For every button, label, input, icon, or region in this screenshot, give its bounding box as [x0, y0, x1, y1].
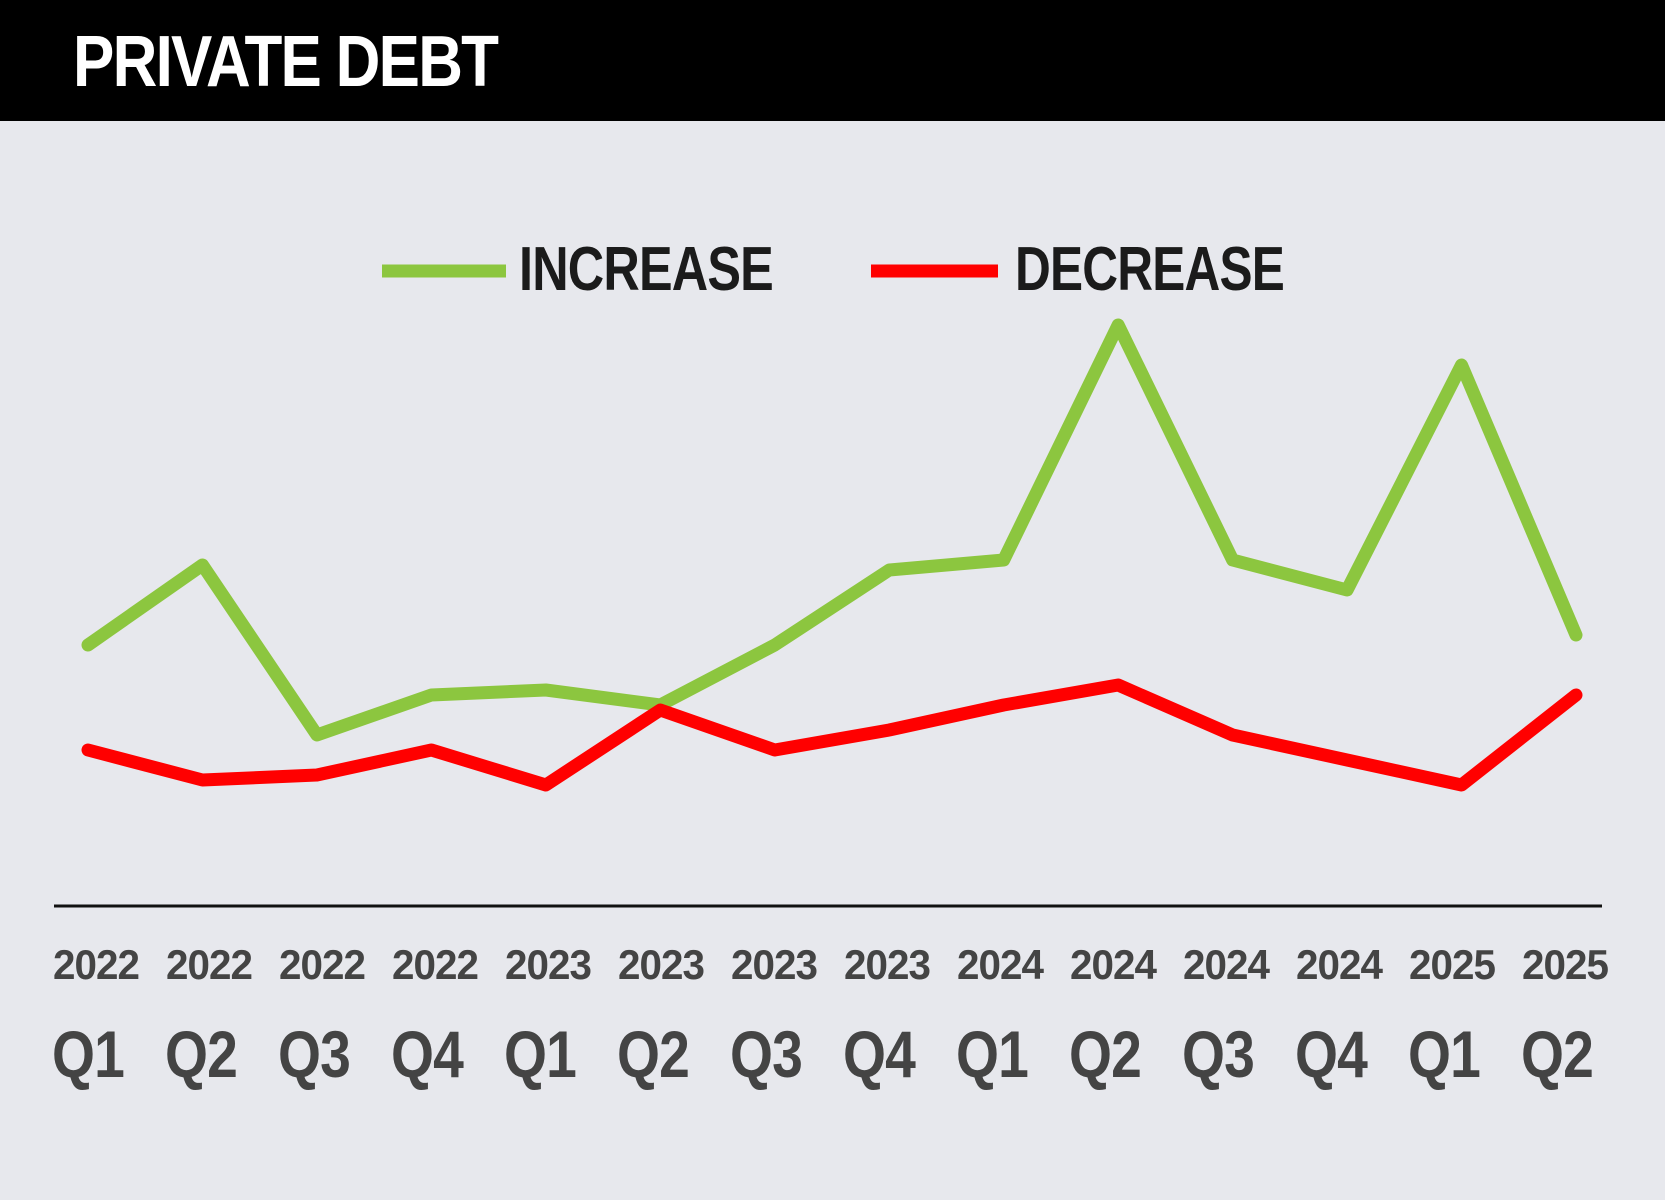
data-point-increase: [1117, 324, 1119, 326]
data-point-decrease: [545, 784, 547, 786]
x-tick-quarter: Q3: [278, 1017, 350, 1091]
data-point-increase: [316, 734, 318, 736]
data-point-increase: [87, 644, 89, 646]
data-point-decrease: [888, 729, 890, 731]
x-tick-year: 2023: [505, 941, 591, 988]
series-line-decrease: [81, 678, 1583, 792]
x-tick-quarter: Q1: [52, 1017, 124, 1091]
chart-legend: INCREASE DECREASE: [382, 235, 1285, 304]
x-tick-year: 2022: [53, 941, 139, 988]
x-tick-quarter: Q2: [1521, 1017, 1593, 1091]
x-tick-year: 2024: [1070, 941, 1158, 988]
data-point-decrease: [87, 749, 89, 751]
x-tick-year: 2024: [1183, 941, 1271, 988]
x-tick-year: 2023: [618, 941, 704, 988]
data-point-increase: [1003, 559, 1005, 561]
x-tick-year: 2023: [731, 941, 817, 988]
data-point-increase: [1346, 589, 1348, 591]
x-tick-year: 2022: [166, 941, 252, 988]
x-tick-year: 2025: [1409, 941, 1496, 988]
data-point-decrease: [430, 749, 432, 751]
x-tick-year: 2024: [1296, 941, 1384, 988]
data-point-decrease: [1461, 784, 1463, 786]
data-point-increase: [1461, 364, 1463, 366]
data-point-decrease: [1232, 734, 1234, 736]
legend-label-decrease: DECREASE: [1015, 235, 1284, 304]
data-point-decrease: [1346, 759, 1348, 761]
x-tick-quarter: Q4: [391, 1017, 464, 1091]
data-point-decrease: [774, 749, 776, 751]
x-tick-quarter: Q1: [956, 1017, 1028, 1091]
x-tick-quarter: Q1: [1408, 1017, 1480, 1091]
data-point-decrease: [1117, 684, 1119, 686]
legend-label-increase: INCREASE: [519, 235, 773, 304]
x-axis-ticks: 2022 Q1 2022 Q2 2022 Q3 2022 Q4 2023 Q1 2023 Q2 2023…: [52, 941, 1610, 1091]
x-tick-year: 2025: [1522, 941, 1609, 988]
data-point-decrease: [1575, 694, 1577, 696]
x-tick-quarter: Q4: [1295, 1017, 1368, 1091]
plot-area: [81, 318, 1583, 792]
data-point-increase: [545, 689, 547, 691]
data-point-decrease: [1003, 704, 1005, 706]
x-tick-year: 2022: [279, 941, 365, 988]
x-tick-quarter: Q2: [617, 1017, 689, 1091]
data-point-increase: [1575, 634, 1577, 636]
x-tick-year: 2023: [844, 941, 930, 988]
x-tick-quarter: Q2: [165, 1017, 237, 1091]
data-point-increase: [888, 569, 890, 571]
data-point-increase: [1232, 559, 1234, 561]
data-point-decrease: [659, 709, 661, 711]
x-tick-quarter: Q2: [1069, 1017, 1141, 1091]
data-point-decrease: [201, 779, 203, 781]
x-tick-year: 2022: [392, 941, 478, 988]
x-tick-quarter: Q3: [730, 1017, 802, 1091]
data-point-decrease: [316, 774, 318, 776]
x-tick-quarter: Q3: [1182, 1017, 1254, 1091]
data-point-increase: [430, 694, 432, 696]
x-tick-quarter: Q4: [843, 1017, 916, 1091]
x-tick-year: 2024: [957, 941, 1045, 988]
data-point-increase: [201, 564, 203, 566]
header-bar: PRIVATE DEBT: [0, 0, 1665, 121]
page-title: PRIVATE DEBT: [73, 22, 499, 102]
data-point-increase: [774, 644, 776, 646]
series-line-increase: [81, 318, 1583, 742]
x-tick-quarter: Q1: [504, 1017, 576, 1091]
